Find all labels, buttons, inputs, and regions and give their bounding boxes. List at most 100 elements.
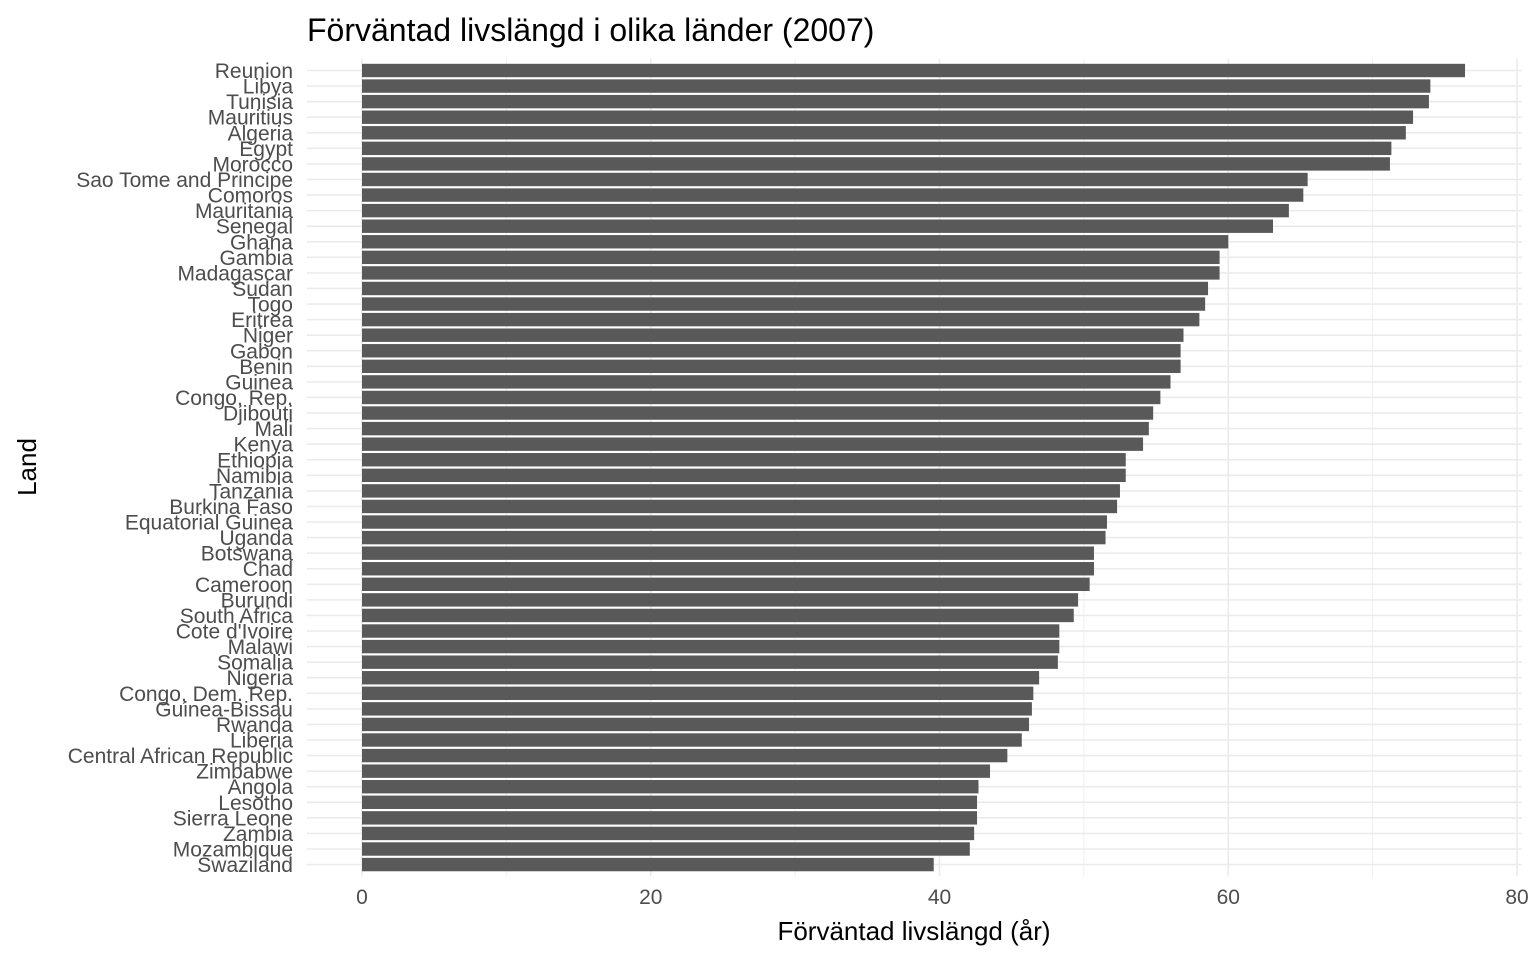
bar: [362, 624, 1060, 638]
y-tick-label: Gabon: [230, 340, 293, 363]
y-tick-label: Niger: [243, 325, 293, 348]
y-tick-label: Equatorial Guinea: [125, 512, 293, 535]
y-tick-label: Mauritius: [208, 107, 293, 130]
y-tick-label: Angola: [228, 776, 294, 799]
bar: [362, 780, 979, 794]
bar: [362, 141, 1392, 156]
y-tick-label: Somalia: [217, 652, 293, 675]
y-tick-label: Burundi: [221, 589, 293, 612]
bar: [362, 686, 1034, 700]
x-axis-title: Förväntad livslängd (år): [777, 916, 1050, 946]
y-tick-label: Chad: [243, 558, 293, 581]
bar: [362, 250, 1220, 265]
bar: [362, 188, 1304, 202]
y-tick-label: South Africa: [180, 605, 294, 628]
bar: [362, 671, 1040, 685]
x-tick-label: 60: [1217, 886, 1240, 909]
bar: [362, 764, 991, 778]
bar: [362, 94, 1429, 109]
y-tick-label: Togo: [247, 294, 293, 317]
bar: [362, 811, 978, 825]
y-tick-label: Sierra Leone: [173, 807, 293, 830]
y-axis-title: Land: [12, 438, 42, 496]
bar: [362, 79, 1431, 93]
x-tick-labels: 0 20 40 60 80: [356, 886, 1529, 909]
y-tick-label: Swaziland: [197, 854, 293, 877]
bar: [362, 421, 1149, 436]
bar: [362, 328, 1184, 342]
y-tick-label: Sudan: [232, 278, 293, 301]
y-tick-label: Congo, Rep.: [175, 387, 293, 410]
bar: [362, 375, 1171, 389]
bar: [362, 157, 1390, 171]
y-tick-label: Nigeria: [226, 667, 293, 690]
bars: [362, 63, 1466, 872]
y-tick-label: Guinea: [225, 371, 293, 394]
bar: [362, 608, 1074, 623]
y-tick-label: Kenya: [233, 434, 293, 457]
y-tick-label: Comoros: [208, 185, 293, 208]
bar: [362, 406, 1154, 420]
bar: [362, 717, 1030, 732]
bar: [362, 281, 1209, 296]
y-tick-label: Gambia: [219, 247, 293, 270]
bar: [362, 110, 1414, 124]
bar: [362, 857, 934, 872]
y-tick-label: Eritrea: [231, 309, 293, 332]
y-tick-label: Liberia: [230, 730, 293, 753]
y-tick-label: Guinea-Bissau: [155, 698, 293, 721]
y-tick-label: Cote d'Ivoire: [176, 621, 293, 644]
bar: [362, 203, 1289, 218]
bar: [362, 437, 1144, 451]
bar: [362, 530, 1106, 545]
y-tick-label: Zimbabwe: [196, 761, 293, 784]
y-tick-label: Benin: [239, 356, 293, 379]
bar: [362, 390, 1161, 405]
bar: [362, 172, 1308, 187]
y-tick-label: Mauritania: [195, 200, 293, 223]
bar: [362, 219, 1274, 233]
y-tick-label: Lesotho: [218, 792, 293, 815]
y-tick-label: Egypt: [239, 138, 293, 161]
y-tick-label: Madagascar: [177, 262, 293, 285]
y-tick-label: Rwanda: [216, 714, 293, 737]
bar: [362, 453, 1126, 467]
x-tick-label: 0: [356, 886, 368, 909]
y-tick-label: Tanzania: [209, 480, 293, 503]
bar: [362, 499, 1118, 514]
y-tick-label: Namibia: [216, 465, 293, 488]
bar: [362, 639, 1060, 654]
y-tick-label: Senegal: [216, 216, 293, 239]
y-tick-label: Libya: [243, 76, 294, 99]
bar: [362, 468, 1126, 483]
chart-title: Förväntad livslängd i olika länder (2007…: [307, 12, 874, 48]
bar: [362, 795, 978, 809]
y-tick-label: Sao Tome and Principe: [76, 169, 293, 192]
bar: [362, 515, 1107, 529]
y-tick-label: Congo, Dem. Rep.: [119, 683, 293, 706]
y-tick-label: Uganda: [219, 527, 293, 550]
y-tick-label: Mali: [254, 418, 293, 441]
y-tick-label: Cameroon: [195, 574, 293, 597]
y-tick-label: Algeria: [228, 122, 294, 145]
bar: [362, 546, 1094, 560]
y-tick-label: Malawi: [228, 636, 293, 659]
bar: [362, 577, 1090, 592]
bar: [362, 359, 1181, 374]
bar: [362, 297, 1206, 311]
bar: [362, 702, 1032, 716]
bar: [362, 484, 1120, 498]
y-tick-label: Tunisia: [226, 91, 293, 114]
bar: [362, 126, 1406, 140]
y-tick-label: Burkina Faso: [169, 496, 293, 519]
bar: [362, 593, 1079, 607]
bar: [362, 63, 1466, 78]
y-tick-label: Ethiopia: [217, 449, 293, 472]
bar: [362, 235, 1229, 249]
y-tick-label: Zambia: [223, 823, 293, 846]
y-tick-label: Reunion: [215, 60, 293, 83]
y-tick-labels: ReunionLibyaTunisiaMauritiusAlgeriaEgypt…: [68, 60, 294, 877]
y-tick-label: Morocco: [212, 153, 293, 176]
bar: [362, 842, 970, 856]
